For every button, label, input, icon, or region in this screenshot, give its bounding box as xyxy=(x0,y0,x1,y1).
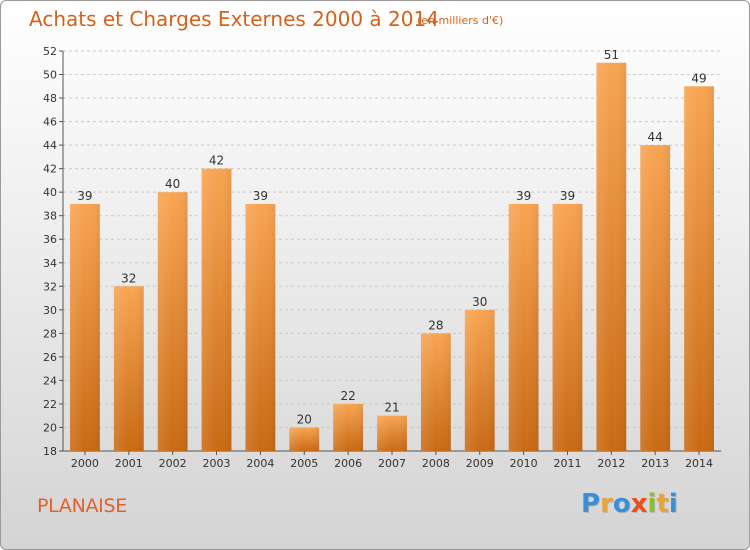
bar-value-label: 32 xyxy=(121,271,136,285)
bar-value-label: 44 xyxy=(648,130,663,144)
x-tick-label: 2004 xyxy=(246,457,274,470)
bar-value-label: 40 xyxy=(165,177,180,191)
bar-shine xyxy=(640,145,671,451)
bar-shine xyxy=(596,62,627,451)
logo-letter: x xyxy=(630,489,648,519)
y-tick-label: 28 xyxy=(43,327,57,340)
y-tick-label: 20 xyxy=(43,421,57,434)
y-tick-label: 32 xyxy=(43,280,57,293)
x-tick-label: 2000 xyxy=(71,457,99,470)
y-tick-label: 18 xyxy=(43,445,57,458)
bar-shine xyxy=(377,415,407,451)
commune-name: PLANAISE xyxy=(37,495,127,517)
x-tick-label: 2009 xyxy=(466,457,494,470)
x-tick-label: 2007 xyxy=(378,457,406,470)
bar-value-label: 49 xyxy=(691,71,706,85)
y-tick-label: 46 xyxy=(43,116,57,129)
bar-shine xyxy=(245,203,276,451)
x-tick-label: 2001 xyxy=(115,457,143,470)
logo-letter: o xyxy=(612,489,631,519)
y-tick-label: 40 xyxy=(43,186,57,199)
bar-value-label: 42 xyxy=(209,154,224,168)
x-tick-label: 2002 xyxy=(159,457,187,470)
x-tick-label: 2008 xyxy=(422,457,450,470)
y-tick-label: 42 xyxy=(43,163,57,176)
bar-value-label: 51 xyxy=(604,48,619,62)
y-tick-label: 50 xyxy=(43,69,57,82)
y-tick-label: 26 xyxy=(43,351,57,364)
labels: 2000 39 2001 32 2002 40 2003 42 2004 39 2005 20 2006… xyxy=(71,48,713,470)
bar-shine xyxy=(464,309,495,451)
logo-letter: r xyxy=(600,489,613,519)
bar-value-label: 21 xyxy=(384,401,399,415)
y-tick-label: 24 xyxy=(43,374,57,387)
y-tick-label: 52 xyxy=(43,45,57,58)
bar-value-label: 22 xyxy=(340,389,355,403)
x-tick-label: 2014 xyxy=(685,457,713,470)
logo-letter: P xyxy=(581,489,601,519)
bar-shine xyxy=(201,168,232,451)
proxiti-logo[interactable]: Proxiti xyxy=(581,489,678,519)
bar-shine xyxy=(113,286,144,451)
bar-shine xyxy=(333,403,364,451)
chart-title: Achats et Charges Externes 2000 à 2014 xyxy=(29,7,439,31)
bar-value-label: 39 xyxy=(253,189,268,203)
bar-shine xyxy=(552,203,583,451)
x-tick-label: 2003 xyxy=(203,457,231,470)
bar-value-label: 28 xyxy=(428,318,443,332)
x-tick-label: 2013 xyxy=(641,457,669,470)
bar-shine xyxy=(289,427,320,451)
logo-letter: i xyxy=(668,489,678,519)
y-tick-label: 38 xyxy=(43,210,57,223)
y-tick-label: 30 xyxy=(43,304,57,317)
bar-value-label: 39 xyxy=(516,189,531,203)
y-tick-label: 34 xyxy=(43,257,57,270)
bar-value-label: 20 xyxy=(297,412,312,426)
bars xyxy=(70,62,714,452)
y-tick-label: 44 xyxy=(43,139,57,152)
x-tick-label: 2010 xyxy=(510,457,538,470)
bar-shine xyxy=(420,333,451,451)
bar-value-label: 30 xyxy=(472,295,487,309)
bar-shine xyxy=(70,203,100,451)
chart-subtitle: (en milliers d'€) xyxy=(417,14,504,27)
logo-letter: t xyxy=(656,489,669,519)
bar-value-label: 39 xyxy=(560,189,575,203)
y-tick-label: 22 xyxy=(43,398,57,411)
x-tick-label: 2011 xyxy=(553,457,581,470)
x-tick-label: 2012 xyxy=(597,457,625,470)
logo-letter: i xyxy=(647,489,657,519)
y-tick-label: 36 xyxy=(43,233,57,246)
x-tick-label: 2006 xyxy=(334,457,362,470)
bar-shine xyxy=(157,192,188,452)
bar-shine xyxy=(684,86,714,451)
x-tick-label: 2005 xyxy=(290,457,318,470)
bar-shine xyxy=(508,203,539,451)
y-tick-label: 48 xyxy=(43,92,57,105)
bar-value-label: 39 xyxy=(77,189,92,203)
